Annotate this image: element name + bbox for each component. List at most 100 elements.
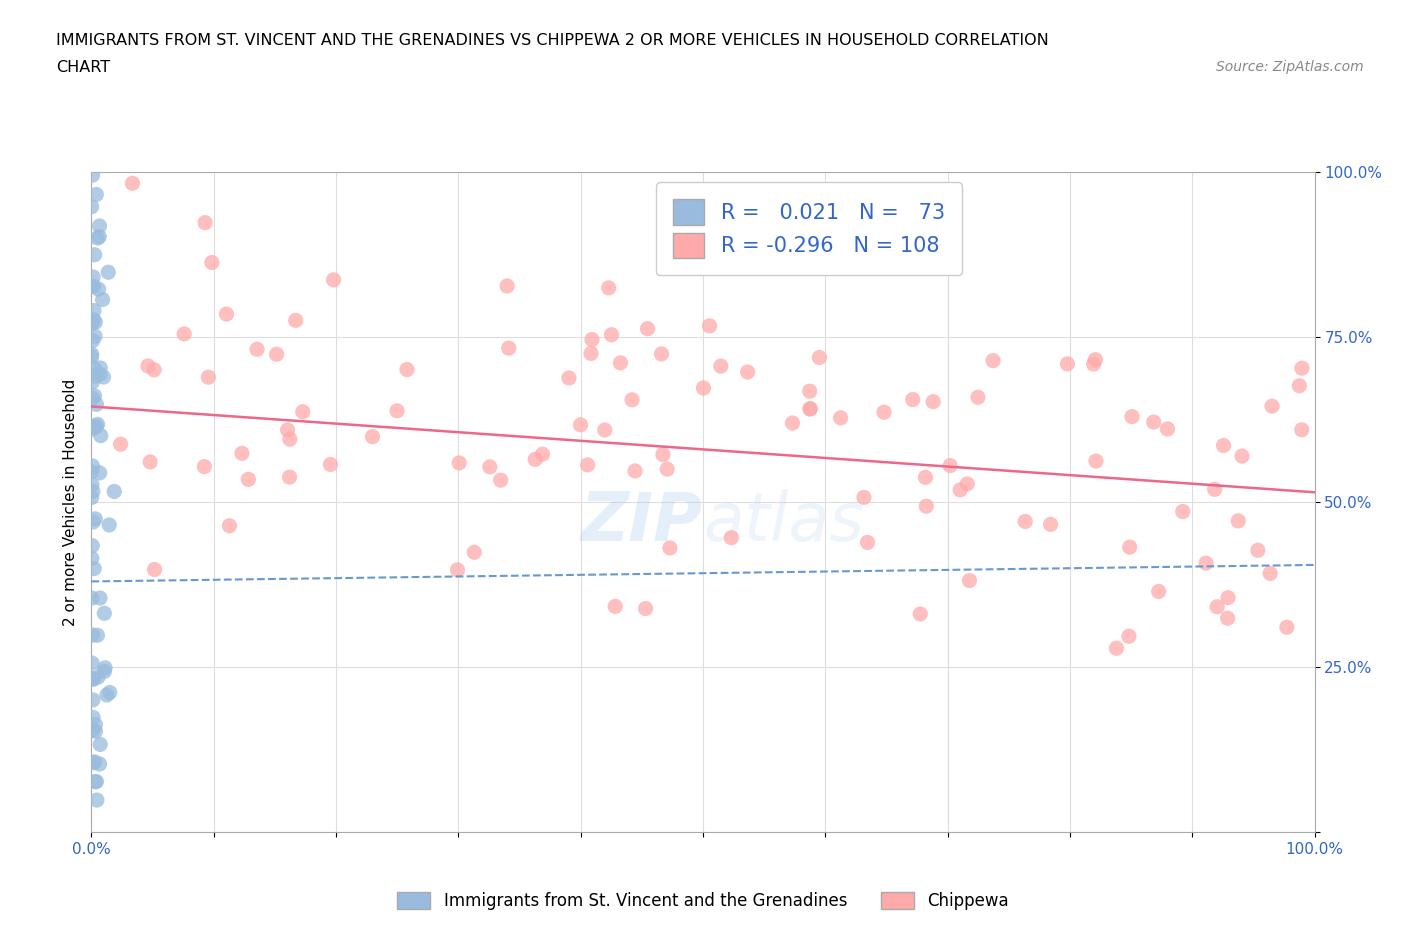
Point — [856, 535, 879, 550]
Point — [1039, 517, 1062, 532]
Point — [1105, 641, 1128, 656]
Point — [193, 459, 215, 474]
Point — [218, 518, 240, 533]
Point — [1291, 361, 1313, 376]
Point — [1247, 543, 1270, 558]
Point — [238, 472, 260, 486]
Legend: R =   0.021   N =   73, R = -0.296   N = 108: R = 0.021 N = 73, R = -0.296 N = 108 — [657, 182, 962, 275]
Point — [82, 656, 104, 671]
Point — [449, 456, 471, 471]
Point — [852, 490, 875, 505]
Text: ZIP: ZIP — [581, 489, 703, 555]
Point — [1084, 454, 1107, 469]
Point — [82, 628, 104, 643]
Point — [710, 359, 733, 374]
Point — [650, 347, 672, 362]
Point — [84, 724, 107, 738]
Point — [579, 346, 602, 361]
Point — [143, 363, 166, 378]
Point — [558, 370, 581, 385]
Point — [569, 418, 592, 432]
Point — [600, 327, 623, 342]
Point — [489, 472, 512, 487]
Point — [86, 418, 108, 433]
Point — [967, 390, 990, 405]
Point — [652, 447, 675, 462]
Point — [1288, 379, 1310, 393]
Point — [1230, 448, 1253, 463]
Point — [80, 464, 103, 479]
Point — [173, 326, 195, 341]
Point — [1258, 566, 1281, 581]
Point — [84, 329, 107, 344]
Point — [361, 430, 384, 445]
Point — [1084, 352, 1107, 367]
Point — [1014, 514, 1036, 529]
Point — [463, 545, 485, 560]
Point — [1056, 356, 1078, 371]
Point — [278, 470, 301, 485]
Point — [446, 563, 468, 578]
Point — [581, 332, 603, 347]
Point — [82, 514, 104, 529]
Point — [609, 355, 631, 370]
Point — [86, 397, 108, 412]
Text: Source: ZipAtlas.com: Source: ZipAtlas.com — [1216, 60, 1364, 74]
Point — [720, 530, 742, 545]
Point — [624, 463, 647, 478]
Point — [80, 279, 103, 294]
Point — [82, 538, 104, 553]
Point — [89, 737, 111, 751]
Point — [82, 693, 104, 708]
Point — [830, 410, 852, 425]
Point — [922, 394, 945, 409]
Point — [278, 432, 301, 446]
Point — [84, 775, 107, 790]
Text: CHART: CHART — [56, 60, 110, 75]
Point — [89, 757, 111, 772]
Point — [86, 628, 108, 643]
Point — [598, 281, 620, 296]
Point — [83, 312, 105, 327]
Point — [82, 333, 104, 348]
Point — [576, 458, 599, 472]
Point — [1121, 409, 1143, 424]
Point — [91, 292, 114, 307]
Point — [1143, 415, 1166, 430]
Point — [98, 517, 121, 532]
Point — [201, 255, 224, 270]
Point — [80, 551, 103, 565]
Point — [1216, 591, 1239, 605]
Point — [1083, 356, 1105, 371]
Point — [1206, 599, 1229, 614]
Point — [621, 392, 644, 407]
Point — [385, 404, 408, 418]
Point — [799, 402, 821, 417]
Point — [1118, 629, 1140, 644]
Point — [395, 362, 418, 377]
Point — [782, 416, 804, 431]
Point — [82, 723, 104, 737]
Text: atlas: atlas — [703, 489, 865, 555]
Point — [1195, 556, 1218, 571]
Point — [322, 272, 344, 287]
Point — [80, 490, 103, 505]
Point — [531, 446, 554, 461]
Point — [80, 477, 103, 492]
Point — [143, 562, 166, 577]
Point — [478, 459, 501, 474]
Point — [1212, 438, 1234, 453]
Point — [136, 359, 159, 374]
Point — [1118, 539, 1140, 554]
Point — [1291, 422, 1313, 437]
Point — [82, 270, 104, 285]
Point — [194, 215, 217, 230]
Point — [96, 687, 118, 702]
Point — [82, 484, 104, 498]
Point — [121, 176, 143, 191]
Point — [266, 347, 288, 362]
Point — [84, 368, 107, 383]
Point — [89, 361, 111, 376]
Point — [83, 561, 105, 576]
Point — [83, 303, 105, 318]
